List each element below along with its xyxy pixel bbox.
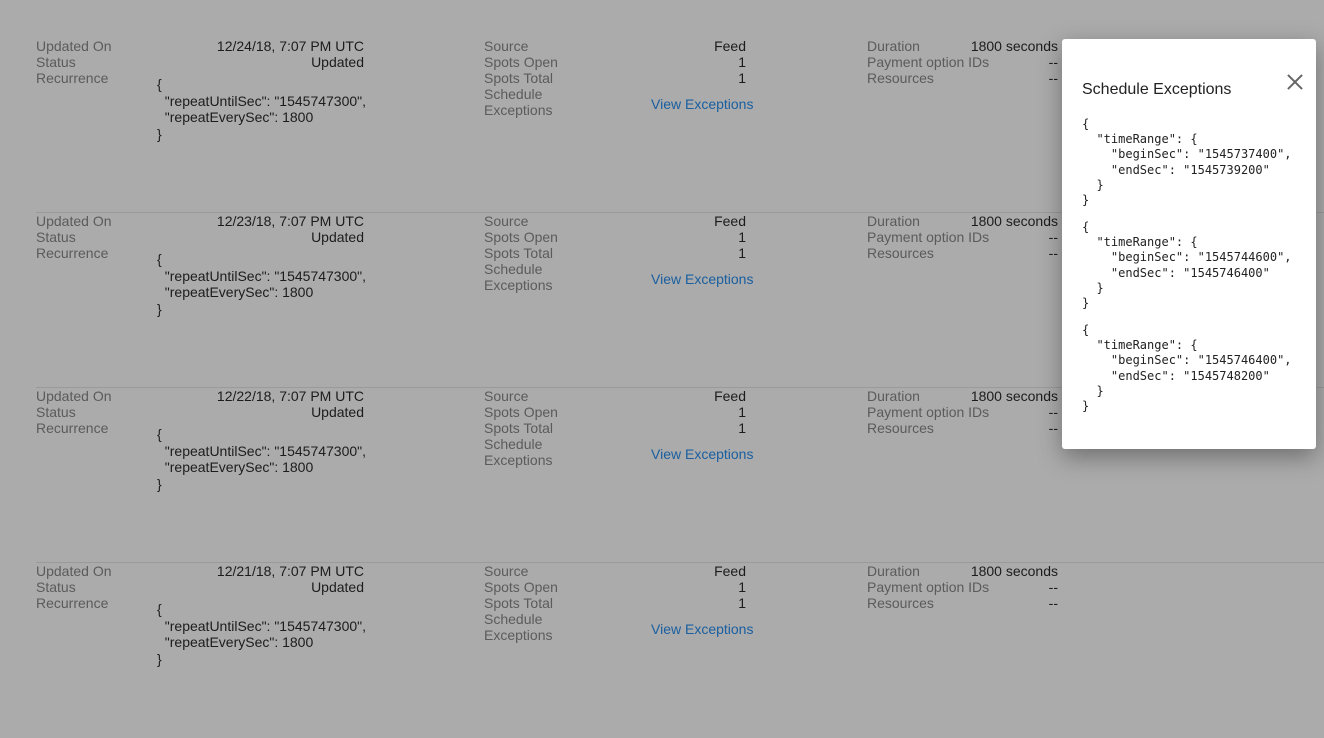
label-spots-total: Spots Total [484,245,554,261]
schedule-row: Updated On Status Recurrence 12/23/18, 7:07… [36,213,1324,388]
source-value: Feed [714,563,746,579]
label-duration: Duration [867,213,920,229]
status-value: Updated [311,229,364,245]
spots-total-value: 1 [738,245,746,261]
label-duration: Duration [867,38,920,54]
label-spots-open: Spots Open [484,229,558,245]
spots-total-value: 1 [738,70,746,86]
recurrence-json: { "repeatUntilSec": "1545747300", "repea… [157,251,367,317]
status-value: Updated [311,579,364,595]
label-status: Status [36,229,76,245]
payment-option-ids-value: -- [1048,579,1058,595]
label-payment-option-ids: Payment option IDs [867,404,990,420]
source-value: Feed [714,213,746,229]
label-resources: Resources [867,245,934,261]
view-exceptions-link[interactable]: View Exceptions [651,446,754,462]
label-status: Status [36,54,76,70]
label-updated-on: Updated On [36,563,112,579]
label-updated-on: Updated On [36,38,112,54]
view-exceptions-link[interactable]: View Exceptions [651,96,754,112]
label-spots-total: Spots Total [484,595,554,611]
payment-option-ids-value: -- [1048,229,1058,245]
updated-on-value: 12/22/18, 7:07 PM UTC [216,388,364,404]
spots-total-value: 1 [738,420,746,436]
payment-option-ids-value: -- [1048,54,1058,70]
label-recurrence: Recurrence [36,245,109,261]
label-recurrence: Recurrence [36,595,109,611]
schedule-row: Updated On Status Recurrence 12/24/18, 7:07… [36,38,1324,213]
schedule-exceptions-dialog: Schedule Exceptions { "timeRange": { "be… [1062,39,1316,449]
label-status: Status [36,404,76,420]
label-recurrence: Recurrence [36,420,109,436]
spots-open-value: 1 [738,404,746,420]
resources-value: -- [1048,70,1058,86]
schedule-row: Updated On Status Recurrence 12/22/18, 7:07… [36,388,1324,563]
label-schedule-exceptions: Schedule Exceptions [484,261,553,293]
label-duration: Duration [867,563,920,579]
label-payment-option-ids: Payment option IDs [867,579,990,595]
view-exceptions-link[interactable]: View Exceptions [651,621,754,637]
label-spots-open: Spots Open [484,54,558,70]
label-updated-on: Updated On [36,388,112,404]
label-resources: Resources [867,595,934,611]
view-exceptions-link[interactable]: View Exceptions [651,271,754,287]
schedule-row: Updated On Status Recurrence 12/21/18, 7:07… [36,563,1324,738]
label-updated-on: Updated On [36,213,112,229]
label-payment-option-ids: Payment option IDs [867,54,990,70]
label-duration: Duration [867,388,920,404]
label-recurrence: Recurrence [36,70,109,86]
updated-on-value: 12/21/18, 7:07 PM UTC [216,563,364,579]
label-spots-total: Spots Total [484,420,554,436]
duration-value: 1800 seconds [970,38,1058,54]
label-spots-open: Spots Open [484,404,558,420]
dialog-title: Schedule Exceptions [1082,81,1232,98]
duration-value: 1800 seconds [970,388,1058,404]
recurrence-json: { "repeatUntilSec": "1545747300", "repea… [157,426,367,492]
label-source: Source [484,38,529,54]
label-spots-open: Spots Open [484,579,558,595]
spots-open-value: 1 [738,229,746,245]
spots-open-value: 1 [738,54,746,70]
exception-json: { "timeRange": { "beginSec": "1545737400… [1082,117,1292,208]
duration-value: 1800 seconds [970,563,1058,579]
label-status: Status [36,579,76,595]
spots-open-value: 1 [738,579,746,595]
payment-option-ids-value: -- [1048,404,1058,420]
updated-on-value: 12/23/18, 7:07 PM UTC [216,213,364,229]
close-icon[interactable] [1284,71,1306,93]
label-schedule-exceptions: Schedule Exceptions [484,86,553,118]
row-divider [36,562,1324,563]
updated-on-value: 12/24/18, 7:07 PM UTC [216,38,364,54]
exception-json: { "timeRange": { "beginSec": "1545746400… [1082,323,1292,414]
source-value: Feed [714,38,746,54]
resources-value: -- [1048,595,1058,611]
label-schedule-exceptions: Schedule Exceptions [484,436,553,468]
resources-value: -- [1048,245,1058,261]
recurrence-json: { "repeatUntilSec": "1545747300", "repea… [157,601,367,667]
label-source: Source [484,388,529,404]
source-value: Feed [714,388,746,404]
label-resources: Resources [867,70,934,86]
duration-value: 1800 seconds [970,213,1058,229]
label-resources: Resources [867,420,934,436]
label-spots-total: Spots Total [484,70,554,86]
row-divider [36,387,1324,388]
status-value: Updated [311,404,364,420]
label-schedule-exceptions: Schedule Exceptions [484,611,553,643]
resources-value: -- [1048,420,1058,436]
row-divider [36,212,1324,213]
label-source: Source [484,563,529,579]
status-value: Updated [311,54,364,70]
label-source: Source [484,213,529,229]
recurrence-json: { "repeatUntilSec": "1545747300", "repea… [157,76,367,142]
exception-json: { "timeRange": { "beginSec": "1545744600… [1082,220,1292,311]
label-payment-option-ids: Payment option IDs [867,229,990,245]
spots-total-value: 1 [738,595,746,611]
